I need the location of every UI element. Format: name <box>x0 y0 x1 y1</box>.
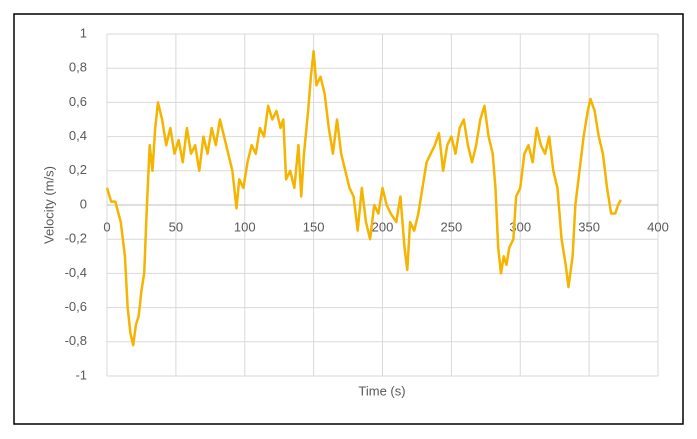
x-tick-label: 0 <box>103 219 110 234</box>
y-tick-label: -1 <box>75 367 87 382</box>
y-tick-label: 0,2 <box>69 162 87 177</box>
y-tick-label: -0,6 <box>65 299 87 314</box>
y-tick-label: -0,8 <box>65 333 87 348</box>
y-tick-label: 1 <box>80 25 87 40</box>
x-axis-label: Time (s) <box>358 383 405 398</box>
y-tick-label: 0,4 <box>69 128 87 143</box>
y-tick-label: 0 <box>80 196 87 211</box>
x-tick-label: 50 <box>169 219 183 234</box>
y-tick-label: 0,6 <box>69 94 87 109</box>
y-tick-label: 0,8 <box>69 60 87 75</box>
x-tick-label: 400 <box>647 219 669 234</box>
x-tick-label: 100 <box>234 219 256 234</box>
y-tick-label: -0,2 <box>65 231 87 246</box>
x-tick-label: 350 <box>578 219 600 234</box>
x-tick-label: 200 <box>372 219 394 234</box>
x-tick-label: 150 <box>303 219 325 234</box>
chart-frame <box>13 13 684 425</box>
data-line <box>105 49 622 347</box>
y-tick-label: -0,4 <box>65 265 87 280</box>
x-tick-label: 250 <box>441 219 463 234</box>
y-axis-label: Velocity (m/s) <box>41 166 56 244</box>
